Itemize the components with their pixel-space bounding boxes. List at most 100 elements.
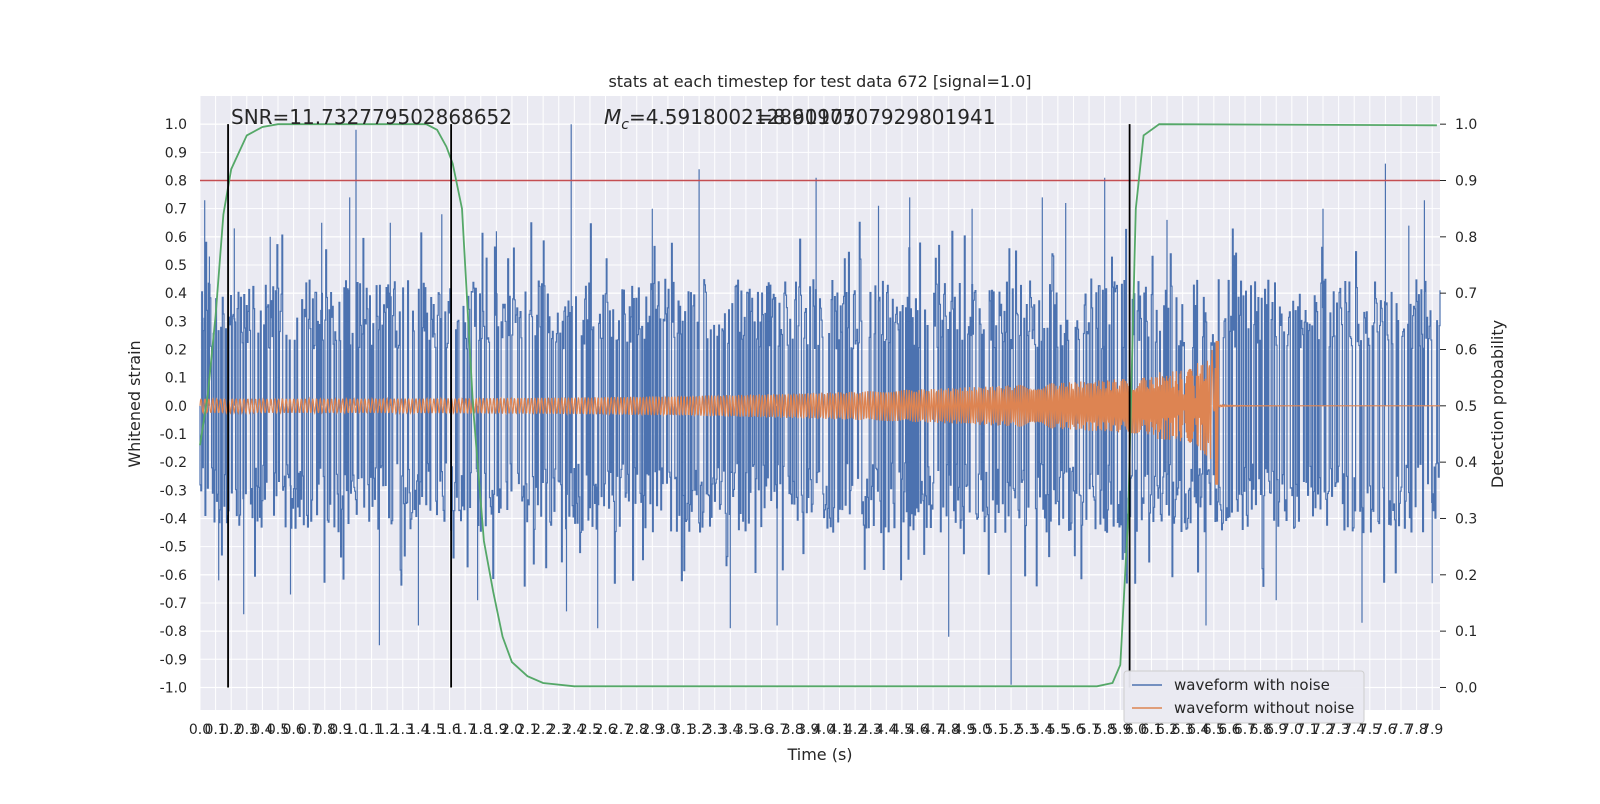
x-tick-label: 1.4: [407, 722, 429, 738]
x-tick-label: 7.0: [1281, 722, 1303, 738]
x-tick-label: 7.8: [1405, 722, 1427, 738]
x-tick-label: 1.6: [438, 722, 460, 738]
y-tick-label-left: -0.5: [160, 540, 187, 556]
x-tick-label: 0.8: [314, 722, 336, 738]
x-tick-label: 2.8: [626, 722, 648, 738]
legend-box: [1123, 670, 1365, 724]
x-tick-label: 1.9: [485, 722, 507, 738]
y-tick-label-left: 0.8: [165, 173, 187, 189]
x-tick-label: 1.2: [376, 722, 398, 738]
x-tick-label: 0.1: [204, 722, 226, 738]
x-tick-label: 4.8: [938, 722, 960, 738]
x-tick-label: 3.5: [735, 722, 757, 738]
x-tick-label: 0.4: [251, 722, 273, 738]
y-tick-label-left: -0.1: [160, 427, 187, 443]
y-tick-label-left: 0.6: [165, 230, 187, 246]
y-axis-label-right: Detection probability: [1488, 320, 1507, 488]
y-right-tick-label: 0.0: [1455, 680, 1477, 696]
x-tick-label: 7.5: [1359, 722, 1381, 738]
x-tick-label: 3.0: [657, 722, 679, 738]
x-tick-label: 4.6: [906, 722, 928, 738]
y-right-tick-label: 0.6: [1455, 342, 1477, 358]
x-tick-label: 5.4: [1031, 722, 1053, 738]
x-tick-label: 6.8: [1249, 722, 1271, 738]
x-tick-label: 0.7: [298, 722, 320, 738]
x-tick-label: 6.2: [1156, 722, 1178, 738]
x-tick-label: 3.3: [704, 722, 726, 738]
x-tick-label: 3.2: [688, 722, 710, 738]
x-tick-label: 6.0: [1125, 722, 1147, 738]
x-tick-label: 0.9: [329, 722, 351, 738]
clean-waveform-line: [199, 340, 1440, 485]
y-right-tick-label: 0.8: [1455, 230, 1477, 246]
y-tick-label-left: -0.4: [160, 511, 187, 527]
y-tick-label-left: -0.2: [160, 455, 187, 471]
chart-title: stats at each timestep for test data 672…: [608, 72, 1031, 91]
x-tick-label: 4.4: [875, 722, 897, 738]
x-tick-label: 0.3: [236, 722, 258, 738]
x-tick-label: 2.1: [516, 722, 538, 738]
chirp-mass-value: =4.591800212860107: [629, 105, 856, 129]
x-tick-label: 1.1: [360, 722, 382, 738]
x-tick-label: 7.4: [1343, 722, 1365, 738]
x-tick-label: 5.7: [1078, 722, 1100, 738]
x-tick-label: 0.2: [220, 722, 242, 738]
x-tick-label: 7.3: [1327, 722, 1349, 738]
y-axis-label-left: Whitened strain: [125, 340, 144, 467]
x-tick-label: 4.3: [860, 722, 882, 738]
y-right-tick-label: 1.0: [1455, 117, 1477, 133]
y-tick-label-left: -0.6: [160, 568, 187, 584]
y-right-tick-label: 0.5: [1455, 399, 1477, 415]
x-tick-label: 7.6: [1374, 722, 1396, 738]
x-tick-labels: 0.00.10.20.30.40.50.60.70.80.91.01.11.21…: [189, 722, 1443, 738]
x-tick-label: 1.5: [423, 722, 445, 738]
legend: waveform with noise waveform without noi…: [1123, 670, 1365, 724]
y-tick-label-left: -0.8: [160, 624, 187, 640]
x-tick-label: 4.9: [953, 722, 975, 738]
x-axis-label: Time (s): [786, 745, 852, 764]
detection-probability-line: [199, 123, 1437, 688]
x-tick-label: 7.2: [1312, 722, 1334, 738]
x-tick-label: 2.6: [594, 722, 616, 738]
x-tick-label: 6.9: [1265, 722, 1287, 738]
y-tick-label-left: 0.7: [165, 202, 187, 218]
chirp-mass-annotation: Mc=4.591800212860107: [604, 105, 856, 133]
y-tick-label-left: -0.9: [160, 652, 187, 668]
x-tick-label: 5.6: [1062, 722, 1084, 738]
legend-label-noise: waveform with noise: [1174, 676, 1330, 694]
y-tick-label-left: 0.0: [165, 399, 187, 415]
x-tick-label: 0.0: [189, 722, 211, 738]
y-right-tick-labels: 0.0 0.1 0.2 0.3 0.4 0.5 0.6 0.7 0.8 0.9 1.0: [1440, 117, 1477, 696]
y-right-tick-label: 0.1: [1455, 624, 1477, 640]
x-tick-label: 4.5: [891, 722, 913, 738]
x-tick-label: 3.6: [750, 722, 772, 738]
x-tick-label: 6.6: [1218, 722, 1240, 738]
x-tick-label: 2.4: [563, 722, 585, 738]
y-tick-label-left: 0.4: [165, 286, 187, 302]
y-right-tick-label: 0.3: [1455, 511, 1477, 527]
y-right-tick-label: 0.7: [1455, 286, 1477, 302]
x-tick-label: 2.3: [548, 722, 570, 738]
x-tick-label: 0.6: [282, 722, 304, 738]
x-tick-label: 2.5: [579, 722, 601, 738]
x-tick-label: 1.7: [454, 722, 476, 738]
x-tick-label: 3.1: [672, 722, 694, 738]
x-tick-label: 6.3: [1172, 722, 1194, 738]
x-tick-label: 3.9: [797, 722, 819, 738]
x-tick-label: 4.1: [828, 722, 850, 738]
y-tick-label-left: 0.2: [165, 342, 187, 358]
x-tick-label: 2.0: [501, 722, 523, 738]
x-tick-label: 1.8: [470, 722, 492, 738]
y-tick-label-left: 0.3: [165, 314, 187, 330]
x-tick-label: 2.9: [641, 722, 663, 738]
x-tick-label: 0.5: [267, 722, 289, 738]
x-tick-label: 2.7: [610, 722, 632, 738]
chirp-mass-symbol: M: [604, 105, 621, 129]
clean-waveform-series: [199, 340, 1440, 485]
y-right-tick-label: 0.4: [1455, 455, 1477, 471]
x-tick-label: 5.8: [1094, 722, 1116, 738]
y-left-tick-labels: -1.0 -0.9 -0.8 -0.7 -0.6 -0.5 -0.4 -0.3 -0.2 -0.1…: [160, 117, 187, 696]
y-tick-label-left: -0.7: [160, 596, 187, 612]
x-tick-label: 1.3: [392, 722, 414, 738]
